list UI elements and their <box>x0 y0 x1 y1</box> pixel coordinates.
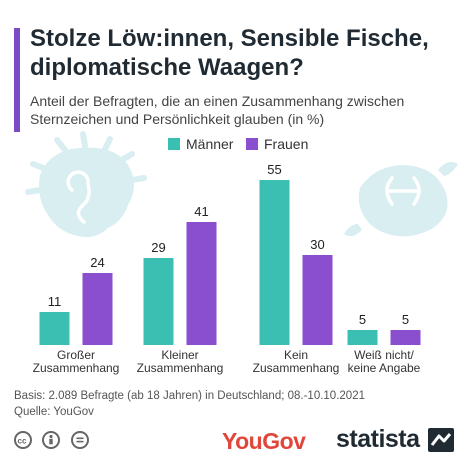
legend-swatch-women <box>246 138 258 150</box>
category-label-2: Kein Zusammenhang <box>253 348 340 375</box>
yougov-logo[interactable]: YouGov <box>222 428 306 454</box>
legend-swatch-men <box>168 138 180 150</box>
legend-item-women: Frauen <box>246 135 308 153</box>
category-label-0: Großer Zusammenhang <box>33 348 120 375</box>
legend-item-men: Männer <box>168 135 233 153</box>
data-label-men-2: 55 <box>267 162 281 177</box>
statista-mark-icon <box>428 427 454 452</box>
bar-men-3[interactable] <box>347 330 378 345</box>
data-label-men-1: 29 <box>151 240 165 255</box>
bar-women-0[interactable] <box>82 273 113 345</box>
chart-subtitle: Anteil der Befragten, die an einen Zusam… <box>30 93 405 127</box>
pisces-zodiac-icon <box>344 162 458 237</box>
data-label-women-3: 5 <box>402 312 409 327</box>
license-icons: cc <box>14 431 95 453</box>
source-note: Basis: 2.089 Befragte (ab 18 Jahren) in … <box>14 388 365 420</box>
title-accent-bar <box>14 28 20 132</box>
labels-layer: 11 24 Großer Zusammenhang 29 41 Kleiner Zusamme… <box>33 162 421 375</box>
no-derivatives-icon[interactable] <box>70 431 89 449</box>
category-label-1: Kleiner Zusammenhang <box>137 348 224 375</box>
data-label-men-3: 5 <box>359 312 366 327</box>
category-label-3: Weiß nicht/keine Angabe <box>348 348 421 375</box>
creative-commons-icon[interactable]: cc <box>14 431 32 449</box>
data-label-women-2: 30 <box>310 237 324 252</box>
statista-wordmark: statista <box>336 425 420 453</box>
legend-label-women: Frauen <box>264 136 309 152</box>
legend-label-men: Männer <box>186 136 234 152</box>
data-label-women-0: 24 <box>90 255 104 270</box>
data-label-women-1: 41 <box>194 204 208 219</box>
attribution-icon[interactable] <box>42 431 61 449</box>
bar-men-2[interactable] <box>259 180 290 345</box>
data-label-men-0: 11 <box>48 294 62 309</box>
chart-title: Stolze Löw:innen, Sensible Fische, diplo… <box>30 25 429 81</box>
legend: Männer Frauen <box>0 135 467 155</box>
bar-men-0[interactable] <box>39 312 70 345</box>
bar-men-1[interactable] <box>143 258 174 345</box>
bar-chart: 11 24 Großer Zusammenhang 29 41 Kleiner Zusamme… <box>25 131 458 375</box>
statista-logo[interactable]: statista <box>336 425 454 455</box>
bars-layer <box>39 180 421 345</box>
svg-text:cc: cc <box>18 437 27 446</box>
leo-zodiac-icon <box>25 131 147 237</box>
bar-women-1[interactable] <box>186 222 217 345</box>
bar-women-2[interactable] <box>302 255 333 345</box>
bar-women-3[interactable] <box>390 330 421 345</box>
source-text: Quelle: YouGov <box>14 406 94 418</box>
basis-text: Basis: 2.089 Befragte (ab 18 Jahren) in … <box>14 390 365 402</box>
